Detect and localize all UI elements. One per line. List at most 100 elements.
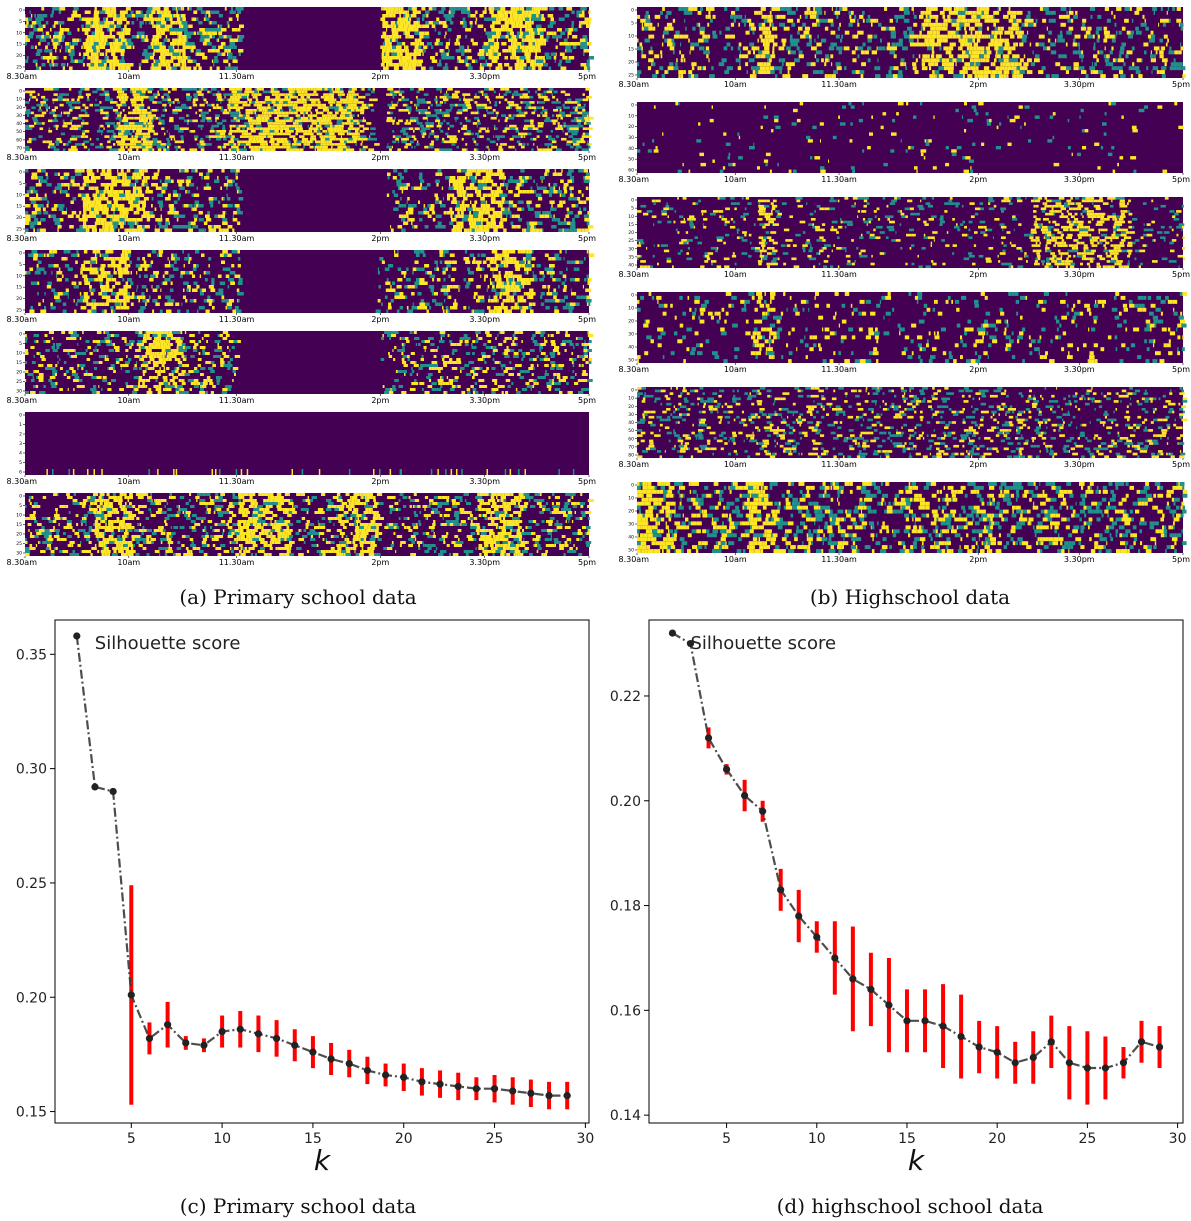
- heatmap-cell: [494, 190, 499, 194]
- heatmap-cell: [189, 7, 192, 11]
- heatmap-cell: [577, 122, 581, 125]
- heatmap-cell: [100, 285, 106, 289]
- heatmap-cell: [401, 98, 406, 102]
- heatmap-cell: [113, 267, 116, 271]
- heatmap-cell: [510, 285, 515, 289]
- heatmap-cell: [447, 197, 450, 201]
- heatmap-cell: [84, 106, 89, 110]
- heatmap-cell: [185, 179, 191, 183]
- heatmap-cell: [122, 135, 128, 138]
- heatmap-cell: [360, 143, 363, 146]
- heatmap-cell: [231, 101, 237, 104]
- heatmap-cell: [338, 106, 344, 110]
- heatmap-cell: [138, 66, 141, 70]
- heatmap-cell: [106, 130, 112, 133]
- heatmap-cell: [477, 119, 480, 123]
- heatmap-cell: [516, 278, 520, 282]
- heatmap-cell: [503, 14, 505, 18]
- heatmap-cell: [174, 127, 180, 131]
- heatmap-cell: [489, 66, 491, 70]
- heatmap-cell: [223, 183, 229, 187]
- heatmap-cell: [583, 103, 586, 107]
- heatmap-cell: [329, 114, 332, 117]
- heatmap-cell: [407, 35, 409, 39]
- heatmap-cell: [400, 56, 402, 60]
- heatmap-cell: [122, 197, 126, 201]
- heatmap-cell: [172, 38, 175, 42]
- heatmap-cell: [482, 10, 487, 14]
- heatmap-cell: [126, 14, 132, 18]
- heatmap-cell: [473, 257, 476, 261]
- heatmap-cell: [529, 124, 532, 128]
- heatmap-cell: [268, 127, 271, 131]
- heatmap-cell: [120, 127, 124, 131]
- heatmap-cell: [177, 45, 179, 49]
- heatmap-cell: [498, 119, 500, 123]
- heatmap-cell: [151, 114, 156, 117]
- heatmap-cell: [82, 103, 86, 107]
- heatmap-cell: [401, 28, 408, 32]
- heatmap-cell: [136, 143, 142, 146]
- heatmap-cell: [151, 45, 154, 49]
- heatmap-cell: [228, 17, 233, 21]
- heatmap-cell: [125, 295, 131, 299]
- heatmap-cell: [314, 93, 319, 96]
- heatmap-cell: [153, 63, 159, 67]
- heatmap-cell: [476, 103, 482, 107]
- heatmap-cell: [99, 101, 102, 104]
- heatmap-cell: [448, 274, 451, 278]
- heatmap-cell: [227, 179, 233, 183]
- heatmap-cell: [500, 288, 506, 292]
- heatmap-cell: [575, 204, 579, 208]
- heatmap-cell: [518, 14, 524, 18]
- heatmap-cell: [562, 124, 565, 128]
- heatmap-cell: [155, 59, 161, 63]
- heatmap-cell: [347, 109, 351, 112]
- heatmap-cell: [503, 257, 505, 261]
- heatmap-cell: [150, 21, 154, 25]
- heatmap-cell: [456, 228, 462, 232]
- heatmap-cell: [412, 10, 419, 14]
- heatmap-cell: [543, 28, 546, 32]
- heatmap-cell: [63, 172, 70, 176]
- heatmap-cell: [496, 143, 498, 146]
- heatmap-cell: [140, 228, 144, 232]
- heatmap-cell: [339, 101, 343, 104]
- heatmap-cell: [66, 101, 72, 104]
- heatmap-cell: [388, 7, 391, 11]
- heatmap-cell: [581, 24, 583, 28]
- heatmap-cell: [237, 140, 242, 144]
- heatmap-cell: [445, 63, 448, 67]
- heatmap-cell: [124, 306, 130, 310]
- heatmap-cell: [87, 309, 92, 313]
- heatmap-cell: [254, 122, 256, 125]
- heatmap-cell: [490, 257, 495, 261]
- heatmap-cell: [403, 218, 406, 222]
- heatmap-cell: [501, 253, 504, 257]
- heatmap-cell: [514, 45, 518, 49]
- heatmap-cell: [171, 88, 176, 91]
- heatmap-cell: [120, 28, 123, 32]
- heatmap-cell: [124, 221, 126, 225]
- heatmap-cell: [217, 52, 222, 56]
- heatmap-cell: [123, 63, 127, 67]
- heatmap-cell: [330, 124, 333, 128]
- heatmap-cell: [160, 63, 163, 67]
- heatmap-cell: [285, 119, 288, 123]
- heatmap-cell: [346, 132, 349, 136]
- heatmap-cell: [416, 119, 419, 123]
- heatmap-cell: [549, 186, 554, 190]
- heatmap-cell: [583, 52, 585, 56]
- heatmap-ytick-label: 70: [16, 146, 22, 152]
- heatmap-cell: [521, 183, 524, 187]
- heatmap-cell: [151, 10, 156, 14]
- heatmap-cell: [351, 106, 354, 110]
- heatmap-cell: [145, 116, 149, 120]
- heatmap-cell: [549, 21, 556, 25]
- heatmap-cell: [31, 250, 38, 254]
- heatmap-cell: [584, 45, 588, 49]
- heatmap-cell: [31, 127, 33, 131]
- heatmap-cell: [49, 88, 54, 91]
- heatmap-cell: [175, 257, 180, 261]
- heatmap-cell: [442, 306, 444, 310]
